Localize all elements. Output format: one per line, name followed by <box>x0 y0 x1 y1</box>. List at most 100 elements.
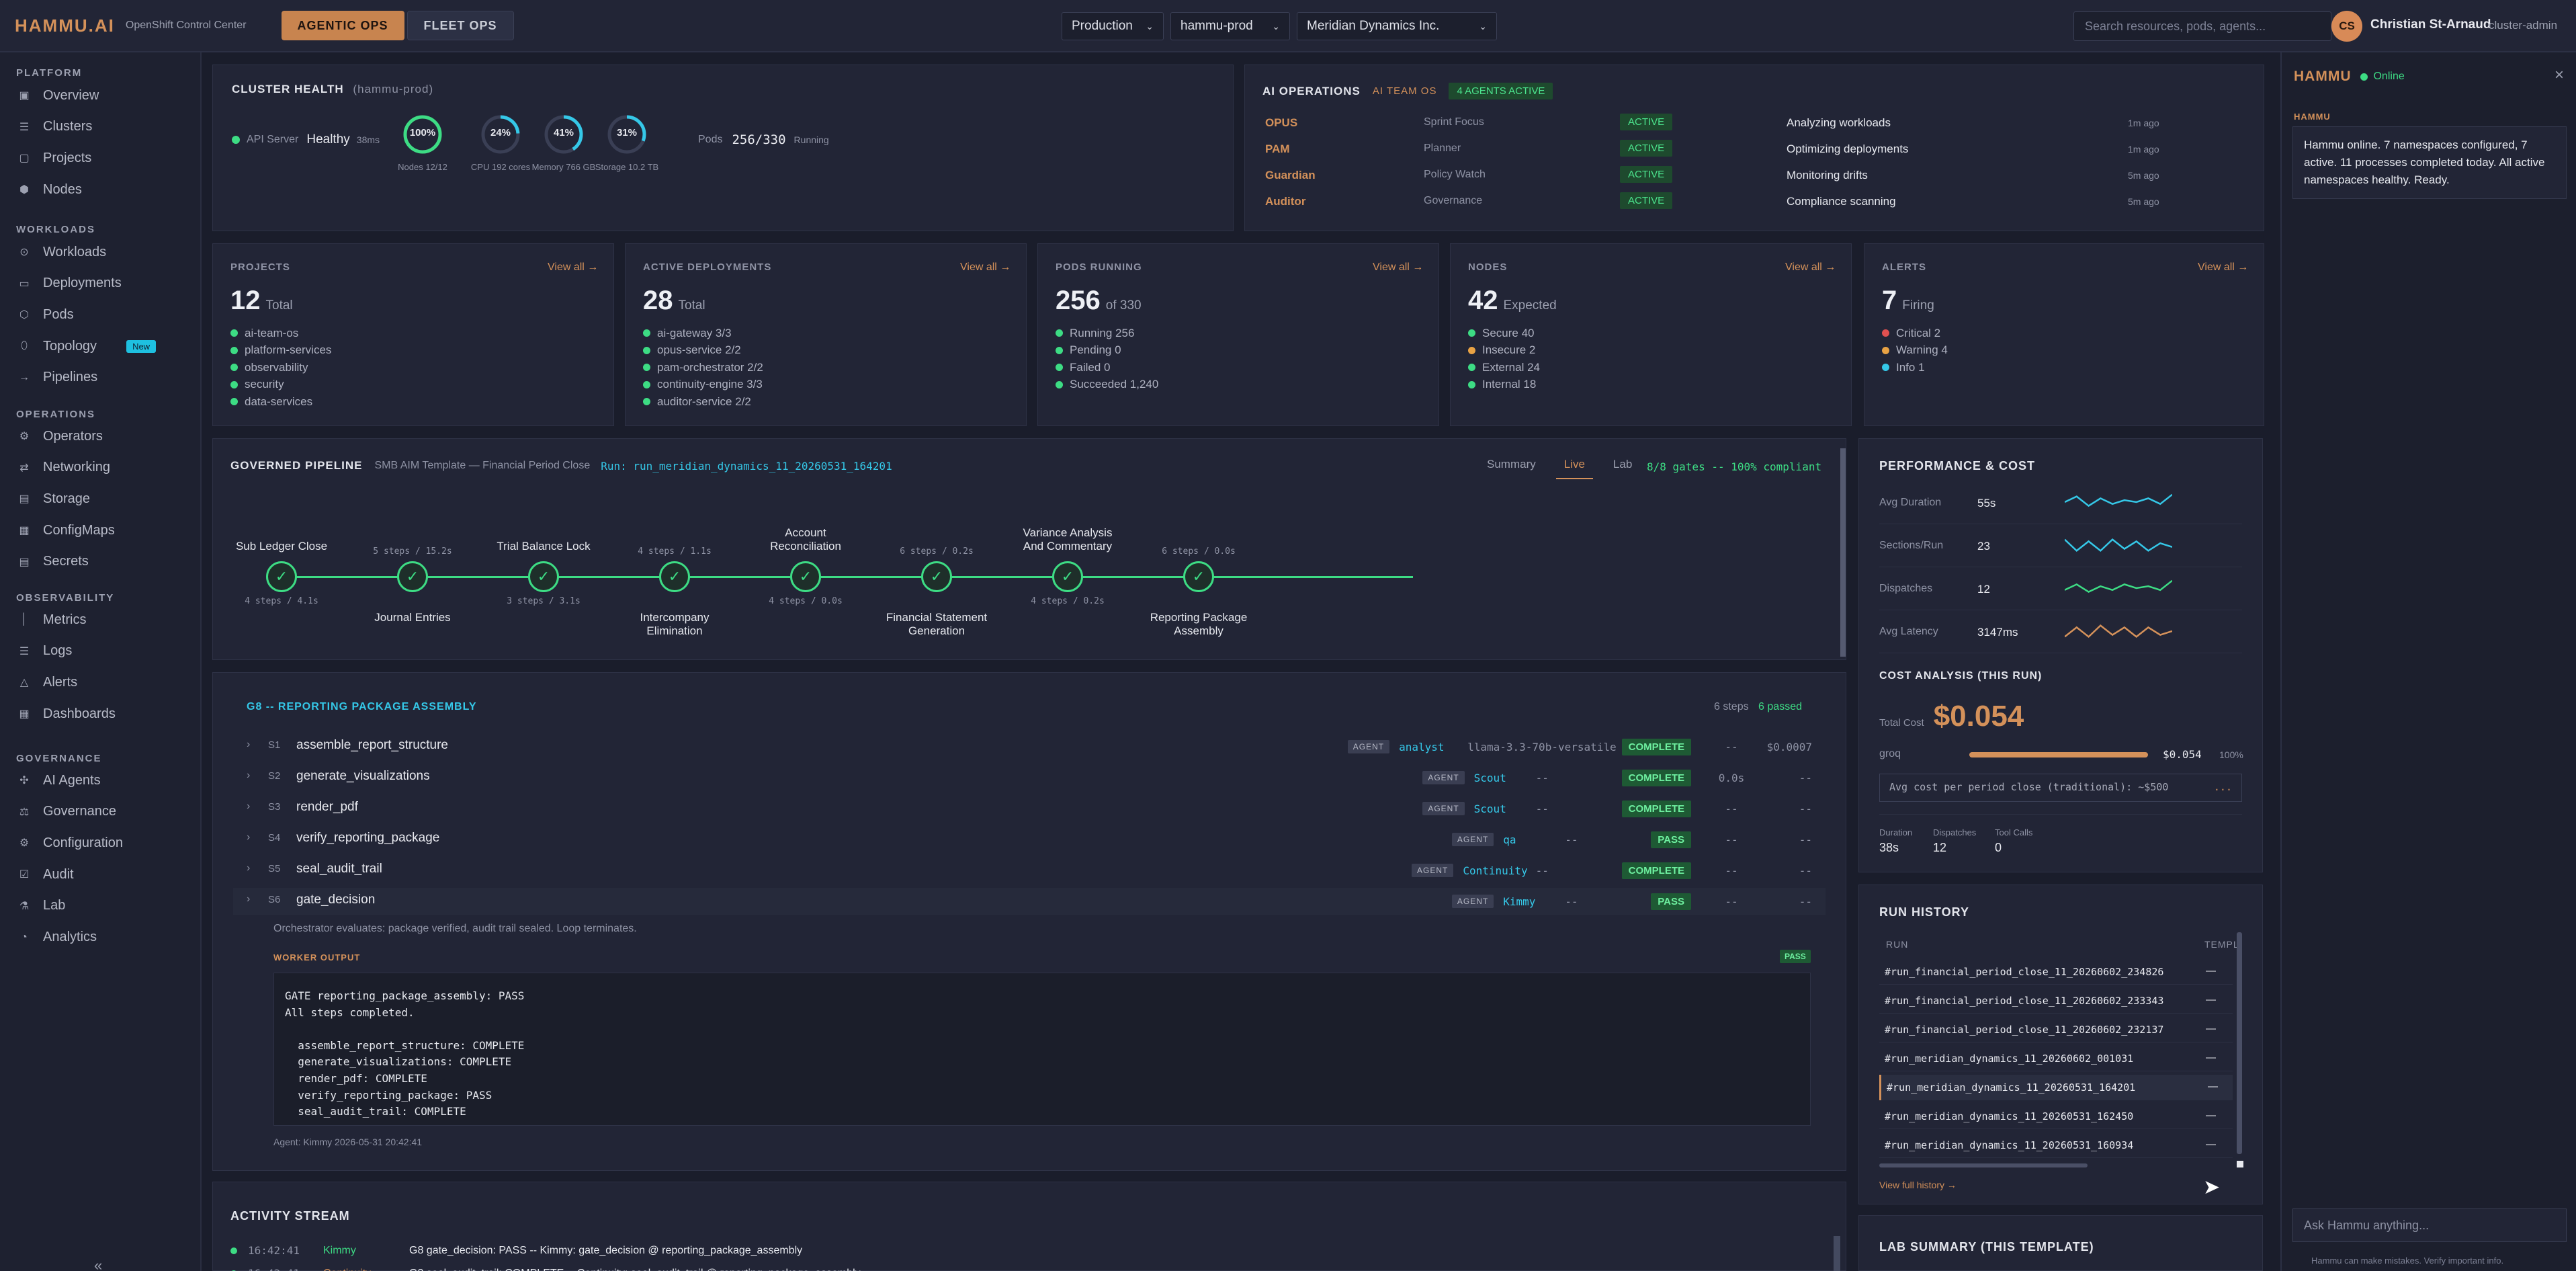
summary-card-pods-running[interactable]: PODS RUNNING View all → 256 of 330 Running 2… <box>1037 243 1439 426</box>
sidebar-item-projects[interactable]: ▢ Projects <box>17 147 91 169</box>
run-row[interactable]: #run_meridian_dynamics_11_20260602_00103… <box>1879 1046 2233 1071</box>
step-details: AGENT analyst llama-3.3-70b-versatile COMPL… <box>1347 737 1812 757</box>
more-icon[interactable]: ... <box>2213 781 2232 793</box>
col-template-header[interactable]: TEMPL <box>2204 939 2239 950</box>
step-agent[interactable]: Scout <box>1473 802 1506 815</box>
step-agent[interactable]: Scout <box>1473 771 1506 784</box>
environment-select[interactable]: Production ⌄ <box>1062 12 1164 40</box>
activity-row[interactable]: 16:42:41 Kimmy G8 gate_decision: PASS -- K… <box>230 1244 802 1257</box>
sidebar-item-overview[interactable]: ▣ Overview <box>17 85 99 106</box>
step-row[interactable]: › S3 render_pdf AGENT Scout -- COMPLETE -- -- <box>233 795 1826 822</box>
step-row[interactable]: › S2 generate_visualizations AGENT Scout -- CO… <box>233 764 1826 791</box>
step-row[interactable]: › S5 seal_audit_trail AGENT Continuity -- COMP… <box>233 857 1826 884</box>
sidebar-item-nodes[interactable]: ⬢ Nodes <box>17 179 82 200</box>
collapse-sidebar-icon[interactable]: « <box>94 1257 103 1271</box>
stage-node[interactable]: ✓ <box>397 561 428 592</box>
stage-node[interactable]: ✓ <box>266 561 297 592</box>
tab-lab[interactable]: Lab <box>1613 458 1633 470</box>
expand-chevron-icon[interactable]: › <box>247 739 251 750</box>
agent-name[interactable]: Auditor <box>1265 195 1306 208</box>
view-all-link[interactable]: View all → <box>1373 261 1424 273</box>
run-row[interactable]: #run_financial_period_close_11_20260602_… <box>1879 959 2233 985</box>
step-agent[interactable]: Kimmy <box>1503 895 1536 908</box>
expand-chevron-icon[interactable]: › <box>247 893 251 905</box>
sidebar-item-deployments[interactable]: ▭ Deployments <box>17 273 121 294</box>
step-agent[interactable]: qa <box>1503 833 1516 846</box>
step-row[interactable]: › S6 gate_decision AGENT Kimmy -- PASS -- -- <box>233 888 1826 915</box>
run-row[interactable]: #run_meridian_dynamics_11_20260531_16093… <box>1879 1133 2233 1158</box>
stage-node[interactable]: ✓ <box>528 561 559 592</box>
sidebar-item-lab[interactable]: ⚗ Lab <box>17 895 66 917</box>
run-row[interactable]: #run_financial_period_close_11_20260602_… <box>1879 1017 2233 1042</box>
horizontal-scrollbar[interactable] <box>1879 1163 2088 1167</box>
sidebar-item-analytics[interactable]: ◔ Analytics <box>17 927 97 948</box>
sidebar-item-logs[interactable]: ☰ Logs <box>17 641 73 662</box>
summary-card-nodes[interactable]: NODES View all → 42 Expected Secure 40 Insecu… <box>1450 243 1852 426</box>
expand-chevron-icon[interactable]: › <box>247 770 251 781</box>
tab-summary[interactable]: Summary <box>1487 458 1536 470</box>
sidebar-item-clusters[interactable]: ☰ Clusters <box>17 116 93 138</box>
agent-name[interactable]: Guardian <box>1265 169 1316 181</box>
step-row[interactable]: › S1 assemble_report_structure AGENT analyst… <box>233 733 1826 760</box>
sidebar-item-secrets[interactable]: ▤ Secrets <box>17 551 88 573</box>
pipeline-run-id[interactable]: Run: run_meridian_dynamics_11_20260531_1… <box>601 459 892 473</box>
summary-card-active-deployments[interactable]: ACTIVE DEPLOYMENTS View all → 28 Total ai-ga… <box>625 243 1027 426</box>
stage-node[interactable]: ✓ <box>659 561 690 592</box>
view-all-link[interactable]: View all → <box>960 261 1011 273</box>
run-row[interactable]: #run_meridian_dynamics_11_20260531_16420… <box>1879 1075 2233 1100</box>
step-row[interactable]: › S4 verify_reporting_package AGENT qa -- PASS… <box>233 826 1826 853</box>
stage-node[interactable]: ✓ <box>1052 561 1083 592</box>
sidebar-item-pods[interactable]: ⬡ Pods <box>17 304 74 325</box>
stage-node[interactable]: ✓ <box>790 561 821 592</box>
stage-node[interactable]: ✓ <box>921 561 952 592</box>
sidebar-item-alerts[interactable]: △ Alerts <box>17 671 77 693</box>
step-agent[interactable]: Continuity <box>1463 864 1528 877</box>
sidebar-item-governance[interactable]: ⚖ Governance <box>17 801 116 823</box>
namespace-select[interactable]: hammu-prod ⌄ <box>1170 12 1290 40</box>
run-row[interactable]: #run_meridian_dynamics_11_20260531_16245… <box>1879 1104 2233 1129</box>
vertical-scrollbar[interactable] <box>2237 932 2242 1154</box>
sidebar-item-ai-agents[interactable]: ✣ AI Agents <box>17 770 100 791</box>
organization-select[interactable]: Meridian Dynamics Inc. ⌄ <box>1297 12 1497 40</box>
step-agent[interactable]: analyst <box>1399 740 1445 753</box>
view-all-link[interactable]: View all → <box>1785 261 1836 273</box>
sidebar-item-networking[interactable]: ⇄ Networking <box>17 457 110 479</box>
sidebar-item-configuration[interactable]: ⚙ Configuration <box>17 832 123 854</box>
sidebar-item-workloads[interactable]: ⊙ Workloads <box>17 241 106 263</box>
view-all-link[interactable]: View all → <box>548 261 599 273</box>
view-full-history-link[interactable]: View full history → <box>1879 1180 1957 1190</box>
sidebar-item-metrics[interactable]: │ Metrics <box>17 609 86 630</box>
user-name[interactable]: Christian St-Arnaud <box>2370 17 2491 32</box>
expand-chevron-icon[interactable]: › <box>247 801 251 812</box>
brand-logo[interactable]: HAMMU.AI <box>15 15 115 36</box>
activity-scrollbar[interactable] <box>1834 1236 1840 1271</box>
sidebar-item-dashboards[interactable]: ▦ Dashboards <box>17 703 115 725</box>
status-dot-icon <box>230 1270 237 1271</box>
expand-chevron-icon[interactable]: › <box>247 831 251 843</box>
summary-card-projects[interactable]: PROJECTS View all → 12 Total ai-team-os platf… <box>212 243 614 426</box>
sidebar-item-configmaps[interactable]: ▦ ConfigMaps <box>17 520 114 541</box>
sidebar-item-audit[interactable]: ☑ Audit <box>17 864 74 885</box>
sidebar-item-storage[interactable]: ▤ Storage <box>17 488 90 509</box>
stage-node[interactable]: ✓ <box>1183 561 1214 592</box>
sidebar-item-topology[interactable]: ⬯ Topology New <box>17 335 157 357</box>
tab-live[interactable]: Live <box>1555 455 1593 479</box>
agent-name[interactable]: PAM <box>1265 142 1290 155</box>
agent-name[interactable]: OPUS <box>1265 116 1298 129</box>
col-run-header[interactable]: RUN <box>1886 939 1909 950</box>
pipeline-scrollbar[interactable] <box>1840 448 1846 657</box>
activity-row[interactable]: 16:42:41ContinuityG8 seal_audit_trail: C… <box>230 1267 861 1271</box>
search-input[interactable]: Search resources, pods, agents... <box>2073 11 2331 41</box>
view-all-link[interactable]: View all → <box>2198 261 2249 273</box>
avatar[interactable]: CS <box>2331 11 2362 42</box>
fleet-ops-tab[interactable]: FLEET OPS <box>406 11 514 40</box>
agentic-ops-tab[interactable]: AGENTIC OPS <box>281 11 404 40</box>
sidebar-item-operators[interactable]: ⚙ Operators <box>17 425 103 447</box>
summary-card-alerts[interactable]: ALERTS View all → 7 Firing Critical 2 Warning… <box>1864 243 2264 426</box>
chat-input[interactable]: Ask Hammu anything... <box>2292 1208 2567 1242</box>
run-row[interactable]: #run_financial_period_close_11_20260602_… <box>1879 988 2233 1014</box>
sidebar-item-pipelines[interactable]: → Pipelines <box>17 367 97 388</box>
close-icon[interactable]: × <box>2554 66 2565 84</box>
expand-chevron-icon[interactable]: › <box>247 862 251 874</box>
status-dot-icon <box>230 380 238 388</box>
